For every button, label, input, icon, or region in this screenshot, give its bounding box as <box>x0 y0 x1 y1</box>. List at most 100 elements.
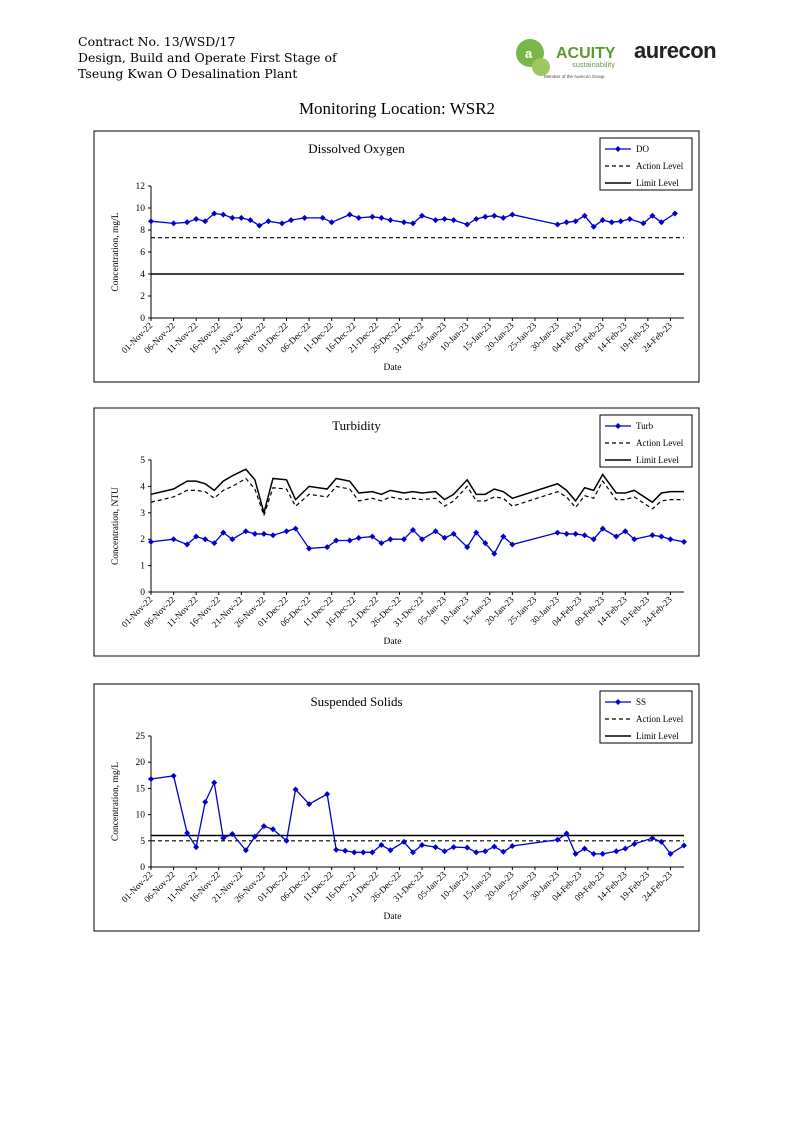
data-point <box>260 530 267 537</box>
data-point <box>184 541 191 548</box>
y-tick-label: 4 <box>140 482 145 492</box>
data-point <box>202 218 209 225</box>
data-point <box>251 530 258 537</box>
data-point <box>369 213 376 220</box>
data-point <box>148 538 154 545</box>
data-point <box>572 218 579 225</box>
data-point <box>482 848 489 855</box>
aurecon-logo: aurecon <box>634 38 717 63</box>
data-point <box>220 211 227 218</box>
data-point <box>450 844 457 851</box>
data-point <box>351 849 358 856</box>
data-point <box>667 850 674 857</box>
legend-series-marker <box>615 699 621 705</box>
y-tick-label: 10 <box>136 204 146 214</box>
y-tick-label: 5 <box>140 456 145 466</box>
data-point <box>387 217 394 224</box>
x-axis-label: Date <box>384 363 402 373</box>
data-point <box>613 533 620 540</box>
data-point <box>563 830 570 837</box>
legend-limit-label: Limit Level <box>636 178 679 188</box>
acuity-logo-sub: sustainability <box>572 60 615 69</box>
x-axis-label: Date <box>384 637 402 647</box>
y-tick-label: 20 <box>136 758 146 768</box>
data-point <box>554 836 561 843</box>
y-tick-label: 15 <box>136 784 146 794</box>
data-point <box>193 216 200 222</box>
data-point <box>211 779 218 786</box>
y-tick-label: 10 <box>136 811 146 821</box>
y-tick-label: 0 <box>140 588 145 598</box>
data-point <box>631 840 638 847</box>
data-point <box>400 838 407 845</box>
y-axis-label: Concentration, mg/L <box>111 762 121 841</box>
y-axis-label: Concentration, mg/L <box>111 212 121 291</box>
data-point <box>581 212 588 219</box>
data-point <box>400 219 407 226</box>
data-point <box>500 533 507 540</box>
y-tick-label: 3 <box>140 509 145 519</box>
data-point <box>608 219 615 226</box>
acuity-logo-name: ACUITY <box>556 45 616 62</box>
data-point <box>563 530 570 537</box>
data-point <box>306 545 313 552</box>
page-title: Monitoring Location: WSR2 <box>298 99 496 118</box>
data-point <box>238 214 245 221</box>
data-point <box>283 528 290 535</box>
data-point <box>563 219 570 226</box>
chart-2: Turbidity01234501-Nov-2206-Nov-2211-Nov-… <box>93 407 700 657</box>
data-point <box>220 529 227 536</box>
data-point <box>148 218 154 225</box>
data-point <box>554 529 561 536</box>
legend-box <box>599 690 693 744</box>
legend-action-label: Action Level <box>636 438 684 448</box>
data-point <box>658 838 665 845</box>
data-point <box>432 528 439 535</box>
header-line-1: Contract No. 13/WSD/17 <box>78 34 236 49</box>
data-point <box>193 533 200 540</box>
data-point <box>432 844 439 851</box>
data-point <box>278 220 285 227</box>
data-point <box>649 532 656 539</box>
data-point <box>473 529 480 536</box>
y-tick-label: 1 <box>140 562 145 572</box>
data-point <box>387 847 394 854</box>
data-point <box>626 216 633 222</box>
legend-series-label: SS <box>636 697 646 707</box>
data-point <box>148 775 154 782</box>
y-tick-label: 4 <box>140 270 145 280</box>
data-point <box>419 841 426 848</box>
chart-1: Dissolved Oxygen02468101201-Nov-2206-Nov… <box>93 130 700 383</box>
chart-frame <box>93 130 700 383</box>
data-point <box>473 216 480 222</box>
data-point <box>599 850 606 857</box>
data-point <box>378 214 385 221</box>
data-point <box>464 221 471 228</box>
data-point <box>378 841 385 848</box>
legend-limit-label: Limit Level <box>636 731 679 741</box>
data-point <box>450 217 457 224</box>
data-point <box>617 218 624 225</box>
data-point <box>346 537 353 544</box>
data-point <box>324 791 331 798</box>
data-point <box>170 772 177 779</box>
data-point <box>649 835 656 842</box>
data-point <box>193 844 200 851</box>
data-point <box>409 220 416 227</box>
data-point <box>220 835 227 842</box>
data-point <box>649 212 656 219</box>
data-point <box>247 217 254 224</box>
data-point <box>319 214 326 221</box>
data-point <box>355 214 362 221</box>
data-point <box>622 528 629 535</box>
data-point <box>441 216 448 222</box>
data-point <box>509 541 516 548</box>
data-point <box>355 534 362 541</box>
data-point <box>500 848 507 855</box>
data-point <box>229 536 236 543</box>
chart-title: Dissolved Oxygen <box>308 141 405 156</box>
data-point <box>202 536 209 543</box>
data-point <box>509 843 516 850</box>
data-point <box>328 219 335 226</box>
y-tick-label: 0 <box>140 863 145 873</box>
